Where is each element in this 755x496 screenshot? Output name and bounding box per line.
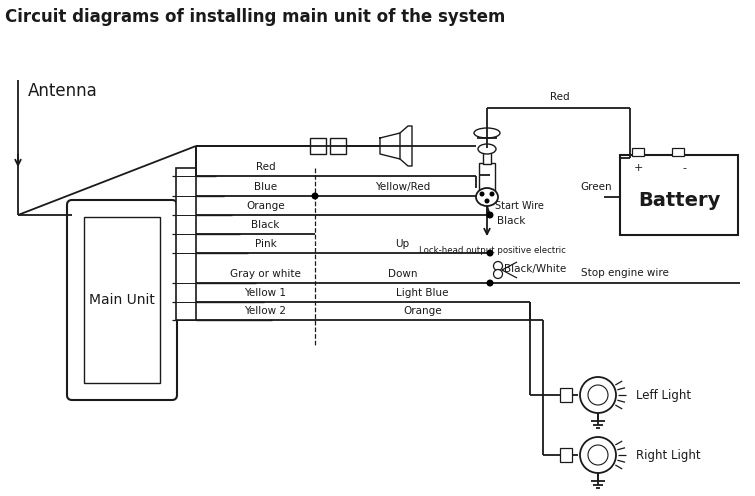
Circle shape xyxy=(487,250,493,256)
Text: Red: Red xyxy=(550,92,570,102)
Circle shape xyxy=(485,199,488,203)
Text: Pink: Pink xyxy=(254,239,276,249)
Ellipse shape xyxy=(478,144,496,154)
Text: Green: Green xyxy=(581,182,612,192)
Text: Up: Up xyxy=(396,239,409,249)
Bar xyxy=(330,138,346,154)
Text: Lock-head output positive electric: Lock-head output positive electric xyxy=(418,246,565,255)
Ellipse shape xyxy=(474,128,500,138)
Bar xyxy=(310,138,326,154)
Text: Black: Black xyxy=(497,215,525,226)
Text: Black/White: Black/White xyxy=(504,264,566,274)
Circle shape xyxy=(480,192,484,196)
Ellipse shape xyxy=(476,188,498,206)
Circle shape xyxy=(487,280,493,286)
Text: Orange: Orange xyxy=(403,306,442,316)
Circle shape xyxy=(580,377,616,413)
Circle shape xyxy=(588,385,608,405)
Text: Stop engine wire: Stop engine wire xyxy=(581,268,669,278)
Text: Start Wire: Start Wire xyxy=(495,201,544,211)
Text: Gray or white: Gray or white xyxy=(230,269,301,279)
Text: Right Light: Right Light xyxy=(636,448,701,461)
Bar xyxy=(672,148,684,156)
Text: Light Blue: Light Blue xyxy=(396,288,448,298)
Text: -: - xyxy=(682,163,686,173)
Text: Main Unit: Main Unit xyxy=(89,293,155,307)
Bar xyxy=(84,217,160,383)
Bar xyxy=(632,148,644,156)
Circle shape xyxy=(494,269,503,278)
Circle shape xyxy=(313,193,318,199)
Bar xyxy=(560,448,572,462)
Text: Antenna: Antenna xyxy=(28,82,97,100)
Circle shape xyxy=(490,192,494,196)
Bar xyxy=(176,168,196,320)
Text: Orange: Orange xyxy=(246,201,285,211)
Text: Battery: Battery xyxy=(638,190,720,209)
Bar xyxy=(620,155,738,235)
Text: Yellow 2: Yellow 2 xyxy=(245,306,286,316)
Circle shape xyxy=(588,445,608,465)
Text: Leff Light: Leff Light xyxy=(636,388,691,401)
Text: Yellow 1: Yellow 1 xyxy=(245,288,286,298)
Bar xyxy=(560,388,572,402)
Circle shape xyxy=(487,212,493,218)
Circle shape xyxy=(580,437,616,473)
Text: +: + xyxy=(633,163,643,173)
Circle shape xyxy=(494,261,503,270)
Text: Red: Red xyxy=(256,162,276,172)
Bar xyxy=(479,163,495,198)
Text: Black: Black xyxy=(251,220,279,230)
Text: Circuit diagrams of installing main unit of the system: Circuit diagrams of installing main unit… xyxy=(5,8,505,26)
Text: Down: Down xyxy=(388,269,418,279)
Bar xyxy=(483,150,491,164)
Text: Blue: Blue xyxy=(254,182,277,192)
FancyBboxPatch shape xyxy=(67,200,177,400)
Text: Yellow/Red: Yellow/Red xyxy=(375,182,430,192)
